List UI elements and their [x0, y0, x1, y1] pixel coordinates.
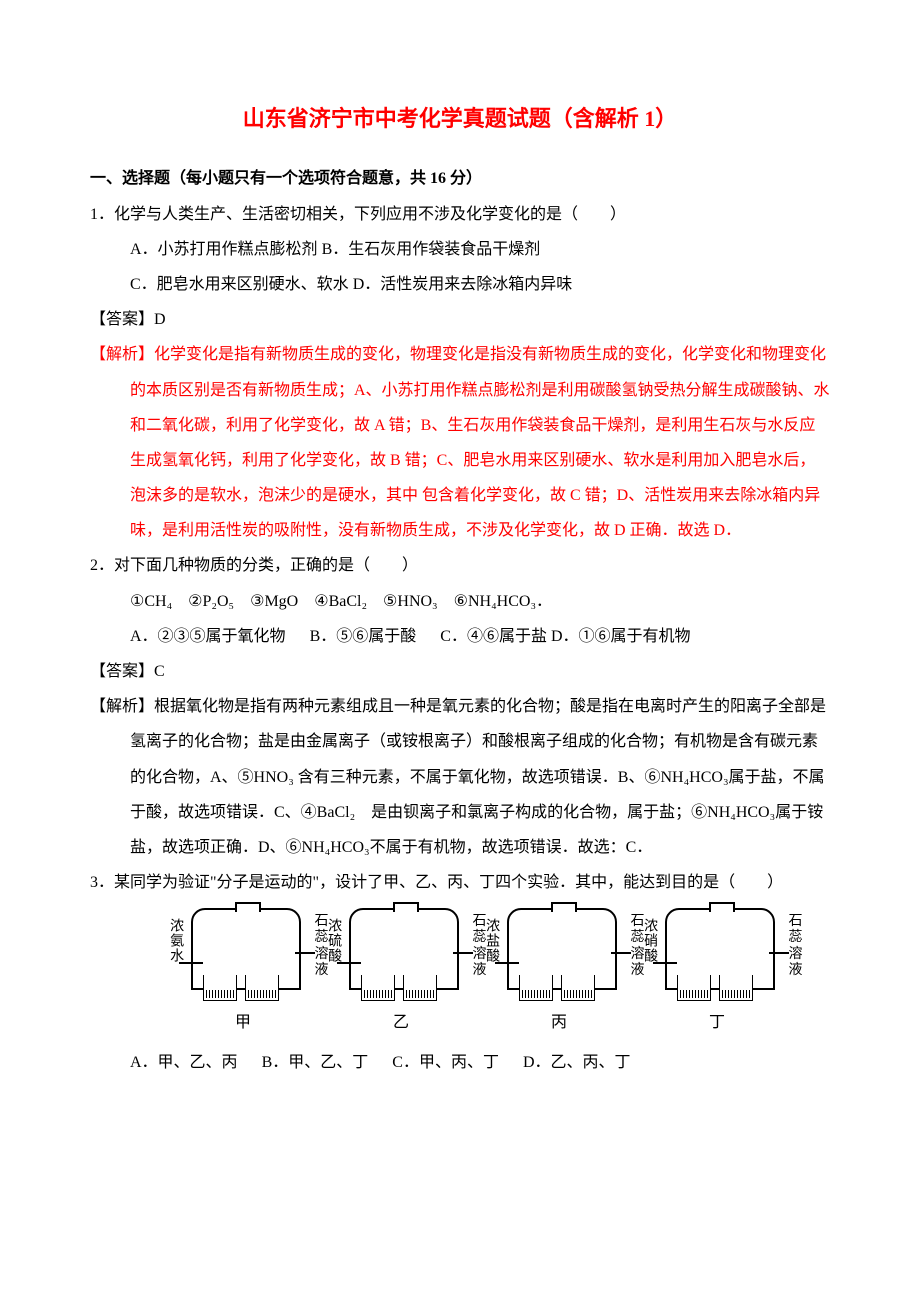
q3-figures: 浓氨水 石蕊溶液 甲 浓硫酸 石蕊溶液 乙 浓盐酸 石蕊溶液: [130, 908, 830, 1040]
q1-optC: C．肥皂水用来区别硬水、软水: [130, 276, 349, 293]
q2-stem: 2．对下面几种物质的分类，正确的是（ ）: [90, 548, 830, 583]
q1-answer: 【答案】D: [90, 302, 830, 337]
q3-optD: D．乙、丙、丁: [523, 1054, 631, 1071]
q3-optA: A．甲、乙、丙: [130, 1054, 238, 1071]
document-title: 山东省济宁市中考化学真题试题（含解析 1）: [90, 95, 830, 143]
q1-optD: D．活性炭用来去除冰箱内异味: [353, 276, 573, 293]
q3-fig1-caption: 甲: [219, 1005, 267, 1040]
q1-optA: A．小苏打用作糕点膨松剂: [130, 241, 318, 258]
q3-fig1-left-label: 浓氨水: [167, 918, 183, 963]
q1-stem: 1．化学与人类生产、生活密切相关，下列应用不涉及化学变化的是（ ）: [90, 197, 830, 232]
q3-stem: 3．某同学为验证"分子是运动的"，设计了甲、乙、丙、丁四个实验．其中，能达到目的…: [90, 865, 830, 900]
q2-answer: 【答案】C: [90, 654, 830, 689]
q3-options: A．甲、乙、丙 B．甲、乙、丁 C．甲、丙、丁 D．乙、丙、丁: [90, 1045, 830, 1080]
q1-options-row2: C．肥皂水用来区别硬水、软水 D．活性炭用来去除冰箱内异味: [90, 267, 830, 302]
q2-optC: C．④⑥属于盐: [440, 628, 547, 645]
q2-optD: D．①⑥属于有机物: [551, 628, 691, 645]
section-header: 一、选择题（每小题只有一个选项符合题意，共 16 分）: [90, 161, 830, 196]
q2-options: A．②③⑤属于氧化物 B．⑤⑥属于酸 C．④⑥属于盐 D．①⑥属于有机物: [90, 619, 830, 654]
q3-fig4-left-label: 浓硝酸: [641, 918, 657, 963]
q3-fig-3: 浓盐酸 石蕊溶液 丙: [489, 908, 629, 1040]
q3-fig2-left-label: 浓硫酸: [325, 918, 341, 963]
q3-fig2-caption: 乙: [377, 1005, 425, 1040]
q1-analysis-text: 化学变化是指有新物质生成的变化，物理变化是指没有新物质生成的变化，化学变化和物理…: [130, 346, 830, 539]
q3-fig-2: 浓硫酸 石蕊溶液 乙: [331, 908, 471, 1040]
q3-fig-1: 浓氨水 石蕊溶液 甲: [173, 908, 313, 1040]
q1-options-row1: A．小苏打用作糕点膨松剂 B．生石灰用作袋装食品干燥剂: [90, 232, 830, 267]
q3-fig3-left-label: 浓盐酸: [483, 918, 499, 963]
q3-fig4-caption: 丁: [693, 1005, 741, 1040]
q1-analysis-label: 【解析】: [90, 346, 154, 363]
q2-analysis-label: 【解析】: [90, 698, 154, 715]
q2-formulas: ①CH₄ ②P₂O₅ ③MgO ④BaCl₂ ⑤HNO₃ ⑥NH₄HCO₃．: [90, 584, 830, 619]
q3-optC: C．甲、丙、丁: [392, 1054, 499, 1071]
q1-optB: B．生石灰用作袋装食品干燥剂: [322, 241, 541, 258]
q2-optB: B．⑤⑥属于酸: [310, 628, 417, 645]
q1-analysis: 【解析】化学变化是指有新物质生成的变化，物理变化是指没有新物质生成的变化，化学变…: [90, 337, 830, 548]
q2-analysis-text: 根据氧化物是指有两种元素组成且一种是氧元素的化合物；酸是指在电离时产生的阳离子全…: [130, 698, 826, 856]
q3-fig-4: 浓硝酸 石蕊溶液 丁: [647, 908, 787, 1040]
q3-fig4-right-label: 石蕊溶液: [788, 914, 803, 978]
q2-optA: A．②③⑤属于氧化物: [130, 628, 286, 645]
q3-fig3-caption: 丙: [535, 1005, 583, 1040]
q3-optB: B．甲、乙、丁: [262, 1054, 369, 1071]
q2-analysis: 【解析】根据氧化物是指有两种元素组成且一种是氧元素的化合物；酸是指在电离时产生的…: [90, 689, 830, 865]
